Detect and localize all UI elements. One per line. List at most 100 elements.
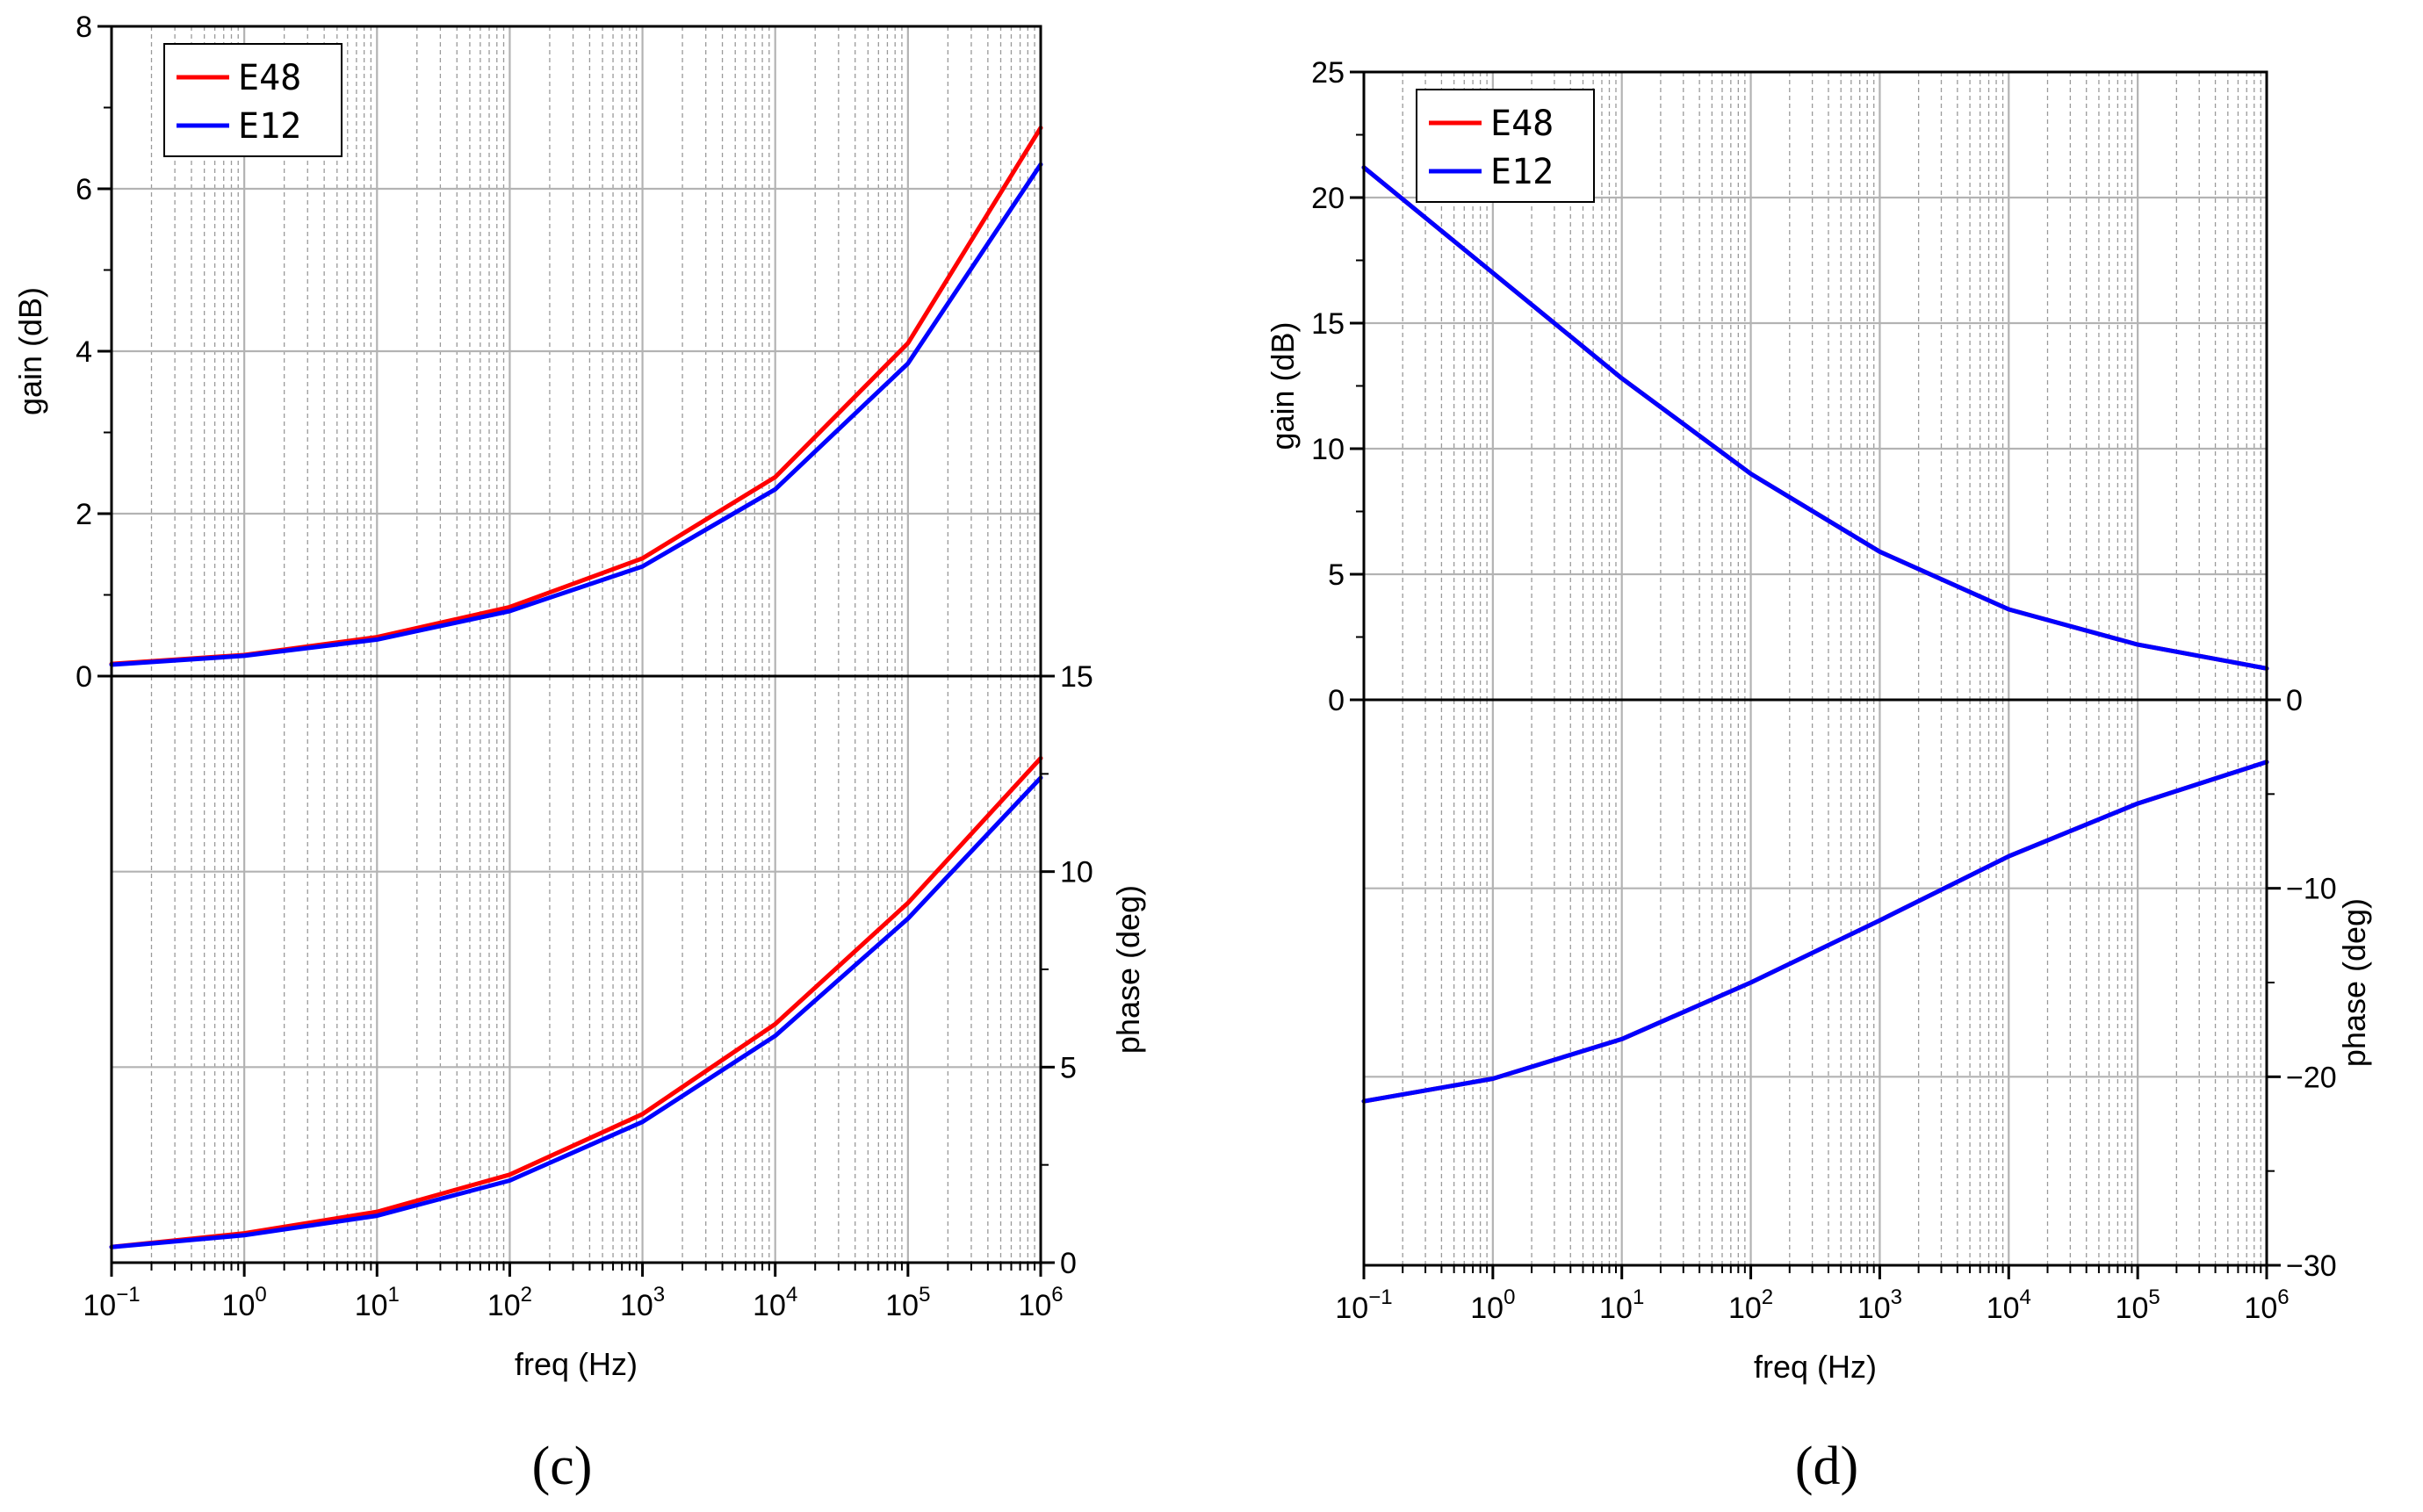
y-tick-label: −30 <box>2286 1249 2337 1283</box>
x-axis-title: freq (Hz) <box>515 1346 638 1382</box>
legend-label-e48: E48 <box>1490 104 1554 144</box>
x-tick-exponent: 3 <box>653 1283 665 1307</box>
x-tick-label: 10−1 <box>83 1283 140 1322</box>
legend-box <box>163 43 343 157</box>
y-tick-label: 0 <box>1060 1247 1077 1280</box>
legend-box <box>1416 89 1595 203</box>
x-tick-exponent: 4 <box>2020 1285 2031 1309</box>
x-tick-exponent: −1 <box>116 1283 140 1307</box>
x-tick-base: 10 <box>2116 1292 2149 1325</box>
series-line-e12 <box>109 162 1043 667</box>
caption-c: (c) <box>532 1436 593 1496</box>
y-axis-title-phase: phase (deg) <box>2336 898 2372 1067</box>
x-tick-exponent: 2 <box>521 1283 532 1307</box>
y-tick-label: 2 <box>76 498 92 531</box>
y-tick-label: 4 <box>76 335 92 369</box>
x-tick-label: 101 <box>355 1283 400 1322</box>
x-tick-base: 10 <box>1728 1292 1762 1325</box>
panel-phase: −30 −20 −10 0 phase (deg) <box>1361 684 2372 1283</box>
x-tick-label: 102 <box>1728 1285 1773 1325</box>
x-tick-label: 104 <box>753 1283 797 1322</box>
caption-d: (d) <box>1795 1436 1858 1496</box>
x-tick-exponent: 1 <box>1633 1285 1644 1309</box>
x-tick-exponent: 0 <box>255 1283 266 1307</box>
x-tick-base: 10 <box>83 1289 116 1322</box>
y-tick-label: 10 <box>1311 433 1345 466</box>
legend-label-e12: E12 <box>238 106 301 147</box>
x-tick-label: 106 <box>2244 1285 2289 1325</box>
x-tick-exponent: 5 <box>919 1283 930 1307</box>
x-tick-exponent: −1 <box>1368 1285 1392 1309</box>
y-tick-label: 10 <box>1060 856 1093 889</box>
x-tick-label: 100 <box>1470 1285 1515 1325</box>
panel-frame <box>1362 698 2268 1267</box>
series-line-e12 <box>109 775 1043 1249</box>
y-tick-label: −20 <box>2286 1061 2337 1094</box>
x-tick-label: 103 <box>1857 1285 1902 1325</box>
x-tick-base: 10 <box>1599 1292 1633 1325</box>
y-axis-title-gain: gain (dB) <box>12 287 48 415</box>
y-tick-label: 8 <box>76 11 92 44</box>
x-tick-label: 105 <box>885 1283 930 1322</box>
y-tick-label: 0 <box>1328 684 1345 717</box>
x-tick-base: 10 <box>222 1289 256 1322</box>
series-line-e12 <box>1361 760 2269 1104</box>
x-tick-base: 10 <box>620 1289 653 1322</box>
x-tick-base: 10 <box>355 1289 388 1322</box>
y-tick-label: −10 <box>2286 873 2337 906</box>
legend-label-e48: E48 <box>238 58 301 98</box>
x-tick-base: 10 <box>1335 1292 1368 1325</box>
x-tick-label: 102 <box>487 1283 532 1322</box>
series-line-e48 <box>1361 165 2269 671</box>
y-axis-title-gain: gain (dB) <box>1265 321 1301 450</box>
x-tick-exponent: 6 <box>2277 1285 2289 1309</box>
legend-label-e12: E12 <box>1490 152 1554 192</box>
x-tick-base: 10 <box>487 1289 521 1322</box>
panel-phase: 0 5 10 15 phase (deg) <box>109 660 1146 1280</box>
x-tick-label: 103 <box>620 1283 665 1322</box>
y-tick-label: 25 <box>1311 56 1345 90</box>
y-tick-label: 0 <box>76 660 92 694</box>
x-tick-exponent: 4 <box>786 1283 797 1307</box>
panel-frame <box>110 674 1042 1264</box>
x-tick-base: 10 <box>885 1289 919 1322</box>
x-tick-base: 10 <box>1018 1289 1051 1322</box>
x-tick-base: 10 <box>1857 1292 1891 1325</box>
x-tick-exponent: 3 <box>1891 1285 1902 1309</box>
panel-gain: 0 2 4 6 8 gain (dB) <box>12 11 1043 694</box>
series-line-e48 <box>109 756 1043 1249</box>
y-tick-label: 6 <box>76 173 92 206</box>
x-tick-label: 105 <box>2116 1285 2160 1325</box>
y-tick-label: 5 <box>1328 558 1345 592</box>
y-axis-title-phase: phase (deg) <box>1110 885 1146 1054</box>
x-tick-exponent: 5 <box>2148 1285 2160 1309</box>
x-tick-base: 10 <box>753 1289 786 1322</box>
x-tick-base: 10 <box>2244 1292 2277 1325</box>
y-tick-label: 5 <box>1060 1051 1077 1084</box>
x-tick-label: 100 <box>222 1283 267 1322</box>
y-tick-label: 20 <box>1311 182 1345 215</box>
x-tick-exponent: 1 <box>388 1283 400 1307</box>
x-tick-exponent: 0 <box>1504 1285 1515 1309</box>
x-tick-base: 10 <box>1470 1292 1504 1325</box>
x-tick-label: 101 <box>1599 1285 1644 1325</box>
x-tick-exponent: 6 <box>1051 1283 1063 1307</box>
y-tick-label: 15 <box>1060 660 1093 694</box>
y-tick-label: 15 <box>1311 307 1345 341</box>
x-tick-label: 106 <box>1018 1283 1063 1322</box>
x-tick-label: 104 <box>1987 1285 2031 1325</box>
x-tick-base: 10 <box>1987 1292 2020 1325</box>
y-tick-label: 0 <box>2286 684 2303 717</box>
series-line-e12 <box>1361 165 2269 671</box>
x-tick-label: 10−1 <box>1335 1285 1392 1325</box>
x-axis-title: freq (Hz) <box>1754 1349 1877 1385</box>
panel-gain: 0 5 10 15 20 25 gain (dB) <box>1265 56 2269 717</box>
x-tick-exponent: 2 <box>1762 1285 1773 1309</box>
